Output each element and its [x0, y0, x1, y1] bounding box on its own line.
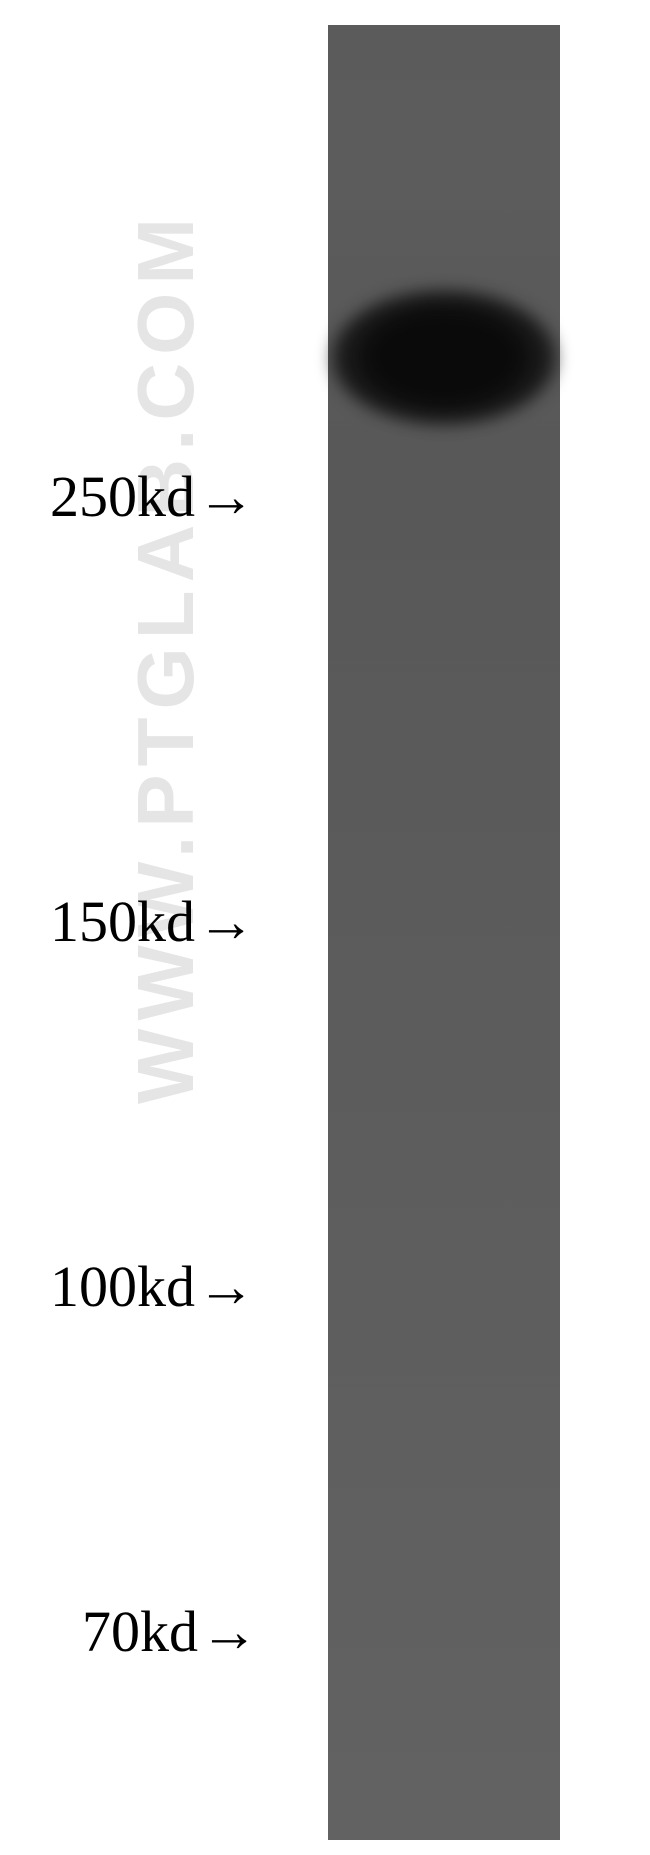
- marker-150kd: 150kd →: [50, 888, 255, 955]
- arrow-right-icon: →: [197, 1253, 255, 1320]
- marker-label-text: 150kd: [50, 888, 195, 955]
- blot-lane: [328, 25, 560, 1840]
- arrow-right-icon: →: [197, 463, 255, 530]
- marker-250kd: 250kd →: [50, 463, 255, 530]
- marker-label-text: 100kd: [50, 1253, 195, 1320]
- marker-label-text: 250kd: [50, 463, 195, 530]
- watermark-text: WWW.PTGLAB.COM: [120, 210, 212, 1104]
- western-blot-container: WWW.PTGLAB.COM 250kd → 150kd → 100kd → 7…: [0, 0, 650, 1855]
- marker-100kd: 100kd →: [50, 1253, 255, 1320]
- arrow-right-icon: →: [200, 1598, 258, 1665]
- protein-band: [332, 290, 556, 425]
- arrow-right-icon: →: [197, 888, 255, 955]
- marker-70kd: 70kd →: [82, 1598, 258, 1665]
- marker-label-text: 70kd: [82, 1598, 198, 1665]
